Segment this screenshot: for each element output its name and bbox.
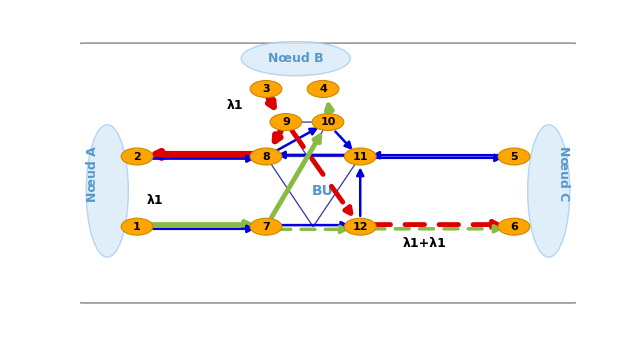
Circle shape xyxy=(270,114,301,130)
Text: 9: 9 xyxy=(282,117,290,127)
Text: 5: 5 xyxy=(510,151,518,161)
Ellipse shape xyxy=(86,125,129,257)
FancyBboxPatch shape xyxy=(79,43,577,303)
Circle shape xyxy=(344,148,376,165)
Circle shape xyxy=(250,218,282,235)
Circle shape xyxy=(250,80,282,97)
Text: λ1+λ1: λ1+λ1 xyxy=(403,237,446,249)
Text: 3: 3 xyxy=(262,84,270,94)
Circle shape xyxy=(498,148,530,165)
Ellipse shape xyxy=(241,41,350,76)
Text: BU: BU xyxy=(312,184,334,198)
Text: 12: 12 xyxy=(353,222,368,232)
Text: 7: 7 xyxy=(262,222,270,232)
Text: λ1: λ1 xyxy=(227,99,243,112)
Circle shape xyxy=(121,148,153,165)
Circle shape xyxy=(121,218,153,235)
Text: λ1: λ1 xyxy=(147,194,164,207)
Circle shape xyxy=(312,114,344,130)
Text: 4: 4 xyxy=(319,84,327,94)
Text: 2: 2 xyxy=(133,151,141,161)
Circle shape xyxy=(498,218,530,235)
Circle shape xyxy=(307,80,339,97)
Text: Nœud C: Nœud C xyxy=(557,146,570,201)
Circle shape xyxy=(250,148,282,165)
Ellipse shape xyxy=(527,125,570,257)
Text: Nœud A: Nœud A xyxy=(86,146,99,202)
Text: 8: 8 xyxy=(262,151,270,161)
Text: 6: 6 xyxy=(510,222,518,232)
Text: 10: 10 xyxy=(320,117,336,127)
Text: 11: 11 xyxy=(353,151,368,161)
Text: Nœud B: Nœud B xyxy=(268,52,324,65)
Text: 1: 1 xyxy=(133,222,141,232)
Circle shape xyxy=(344,218,376,235)
